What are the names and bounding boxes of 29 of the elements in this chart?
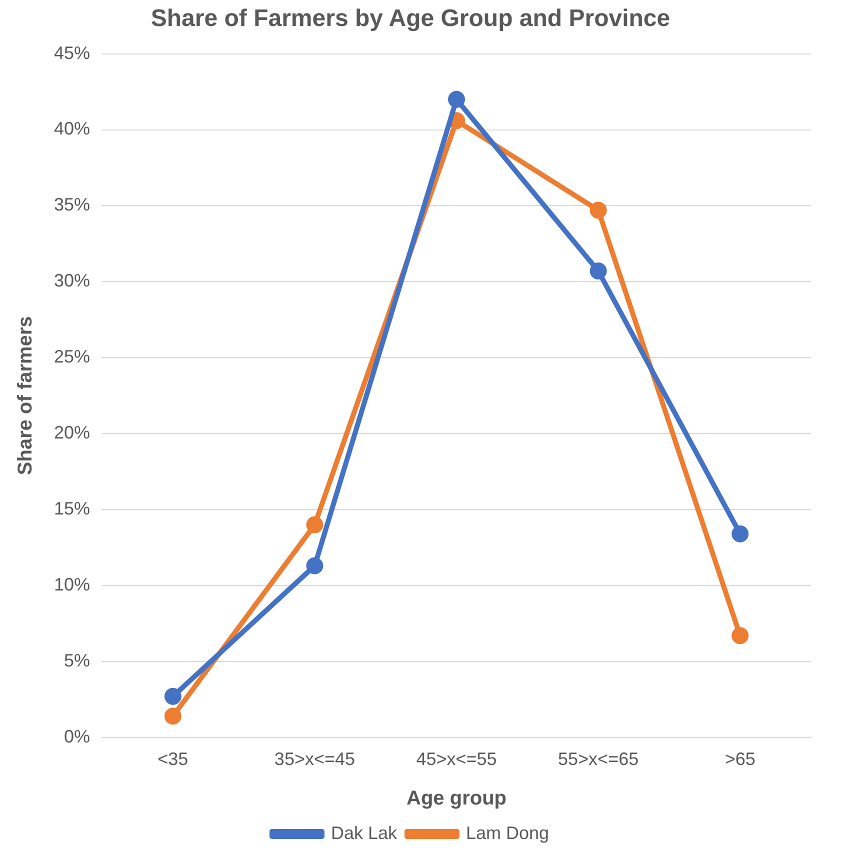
y-tick-label: 20%: [54, 422, 90, 443]
legend-label: Lam Dong: [466, 822, 550, 843]
x-tick-label: <35: [158, 749, 188, 770]
point: [164, 688, 182, 705]
point: [732, 627, 749, 644]
x-tick-label: 45>x<=55: [416, 749, 497, 770]
point: [448, 90, 466, 108]
y-tick-label: 45%: [54, 42, 90, 63]
x-tick-label: >65: [724, 749, 756, 770]
y-tick-label: 25%: [54, 346, 90, 367]
chart-title: Share of Farmers by Age Group and Province: [150, 5, 670, 32]
y-tick-label: 10%: [54, 574, 90, 594]
x-axis-title: Age group: [406, 788, 507, 810]
y-tick-label: 15%: [54, 498, 90, 518]
y-tick-label: 35%: [54, 194, 90, 215]
y-tick-label: 30%: [54, 270, 90, 291]
y-tick-label: 40%: [54, 118, 90, 139]
point: [590, 202, 607, 219]
point: [732, 525, 749, 542]
y-tick-label: 0%: [64, 726, 90, 746]
point: [590, 262, 607, 280]
point: [164, 708, 182, 725]
legend-label: Dak Lak: [330, 822, 398, 843]
point: [306, 557, 324, 574]
point: [306, 516, 324, 534]
x-tick-label: 35>x<=45: [274, 749, 356, 770]
y-tick-label: 5%: [64, 650, 90, 670]
y-axis-title: Share of farmers: [14, 316, 37, 476]
x-tick-label: 55>x<=65: [558, 749, 639, 770]
